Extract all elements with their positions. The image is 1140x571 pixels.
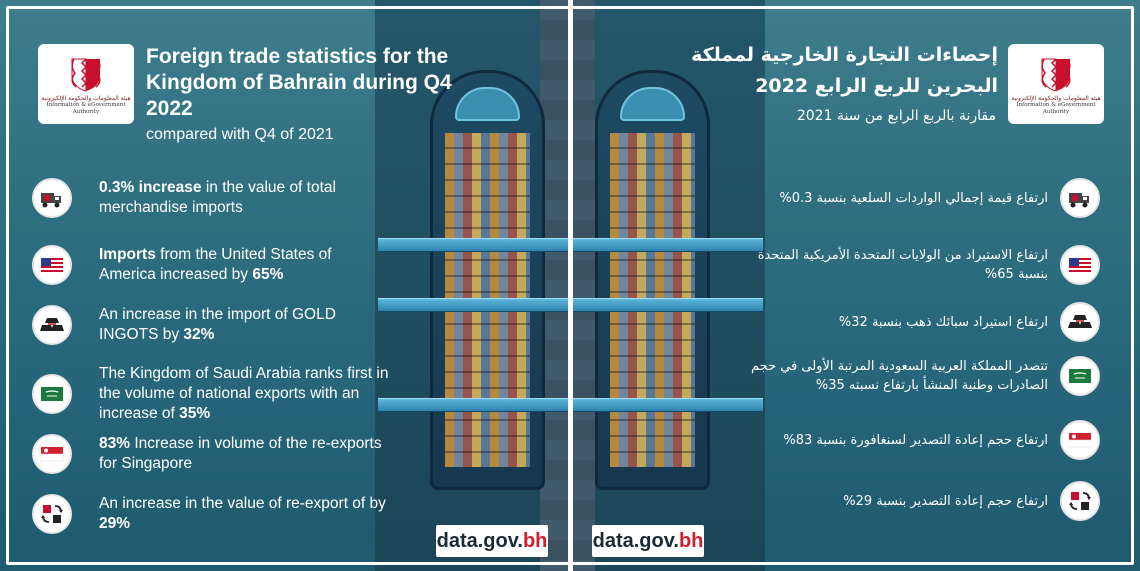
- quay: [540, 0, 595, 571]
- stat-text-en: An increase in the import of GOLD INGOTS…: [99, 306, 336, 343]
- gold-ingots-icon: [32, 305, 72, 345]
- logo-english-text: Information & eGovernment Authority: [1016, 102, 1096, 115]
- re-export-icon: [32, 494, 72, 534]
- stat-text-en: 83% Increase in volume of the re-exports…: [99, 435, 382, 472]
- website-link[interactable]: data.gov. bh: [436, 525, 548, 557]
- white-frame: [6, 6, 1134, 565]
- stat-item-en: The Kingdom of Saudi Arabia ranks first …: [32, 364, 389, 424]
- stat-item-ar: ارتفاع الاستيراد من الولايات المتحدة الأ…: [748, 245, 1100, 285]
- english-subtitle: compared with Q4 of 2021: [146, 126, 334, 143]
- stat-text-ar: ارتفاع حجم إعادة التصدير لسنغافورة بنسبة…: [783, 432, 1048, 448]
- bahrain-emblem-icon: [71, 58, 101, 93]
- stat-text-en: The Kingdom of Saudi Arabia ranks first …: [99, 365, 389, 422]
- iga-logo: هيئة المعلومات والحكومة الإلكترونية Info…: [38, 44, 134, 124]
- stat-text-ar: ارتفاع الاستيراد من الولايات المتحدة الأ…: [757, 248, 1048, 282]
- us-flag-icon: [1060, 245, 1100, 285]
- stat-item-ar: ارتفاع حجم إعادة التصدير بنسبة 29%: [748, 481, 1100, 521]
- saudi-flag-icon: [32, 374, 72, 414]
- arabic-title: إحصاءات التجارة الخارجية لمملكة البحرين …: [691, 44, 998, 97]
- stat-text-ar: ارتفاع استيراد سبائك ذهب بنسبة 32%: [838, 314, 1048, 330]
- website-link[interactable]: data.gov. bh: [592, 525, 704, 557]
- stat-item-en: An increase in the import of GOLD INGOTS…: [32, 305, 389, 345]
- us-flag-icon: [32, 245, 72, 285]
- truck-icon: [32, 178, 72, 218]
- stat-text-ar: تتصدر المملكة العربية السعودية المرتبة ا…: [751, 359, 1048, 393]
- stat-text-en: Imports from the United States of Americ…: [99, 246, 332, 283]
- saudi-flag-icon: [1060, 356, 1100, 396]
- stat-item-ar: ارتفاع استيراد سبائك ذهب بنسبة 32%: [748, 302, 1100, 342]
- iga-logo: هيئة المعلومات والحكومة الإلكترونية Info…: [1008, 44, 1104, 124]
- logo-arabic-text: هيئة المعلومات والحكومة الإلكترونية: [1011, 95, 1101, 103]
- center-divider: [568, 0, 573, 571]
- stat-item-en: An increase in the value of re-export of…: [32, 494, 389, 534]
- stat-item-en: Imports from the United States of Americ…: [32, 245, 389, 285]
- stat-text-en: 0.3% increase in the value of total merc…: [99, 179, 336, 216]
- stat-text-ar: ارتفاع قيمة إجمالي الواردات السلعية بنسب…: [779, 190, 1048, 206]
- stat-item-en: 83% Increase in volume of the re-exports…: [32, 434, 389, 474]
- singapore-flag-icon: [1060, 420, 1100, 460]
- stat-item-en: 0.3% increase in the value of total merc…: [32, 178, 389, 218]
- singapore-flag-icon: [32, 434, 72, 474]
- stat-text-ar: ارتفاع حجم إعادة التصدير بنسبة 29%: [843, 493, 1048, 509]
- stat-item-ar: تتصدر المملكة العربية السعودية المرتبة ا…: [748, 356, 1100, 396]
- english-title: Foreign trade statistics for the Kingdom…: [146, 45, 452, 120]
- bahrain-emblem-icon: [1041, 58, 1071, 93]
- logo-arabic-text: هيئة المعلومات والحكومة الإلكترونية: [41, 95, 131, 103]
- re-export-icon: [1060, 481, 1100, 521]
- logo-english-text: Information & eGovernment Authority: [46, 102, 126, 115]
- stat-text-en: An increase in the value of re-export of…: [99, 495, 386, 532]
- stat-item-ar: ارتفاع حجم إعادة التصدير لسنغافورة بنسبة…: [748, 420, 1100, 460]
- truck-icon: [1060, 178, 1100, 218]
- gold-ingots-icon: [1060, 302, 1100, 342]
- arabic-subtitle: مقارنة بالربع الرابع من سنة 2021: [796, 108, 996, 124]
- stat-item-ar: ارتفاع قيمة إجمالي الواردات السلعية بنسب…: [748, 178, 1100, 218]
